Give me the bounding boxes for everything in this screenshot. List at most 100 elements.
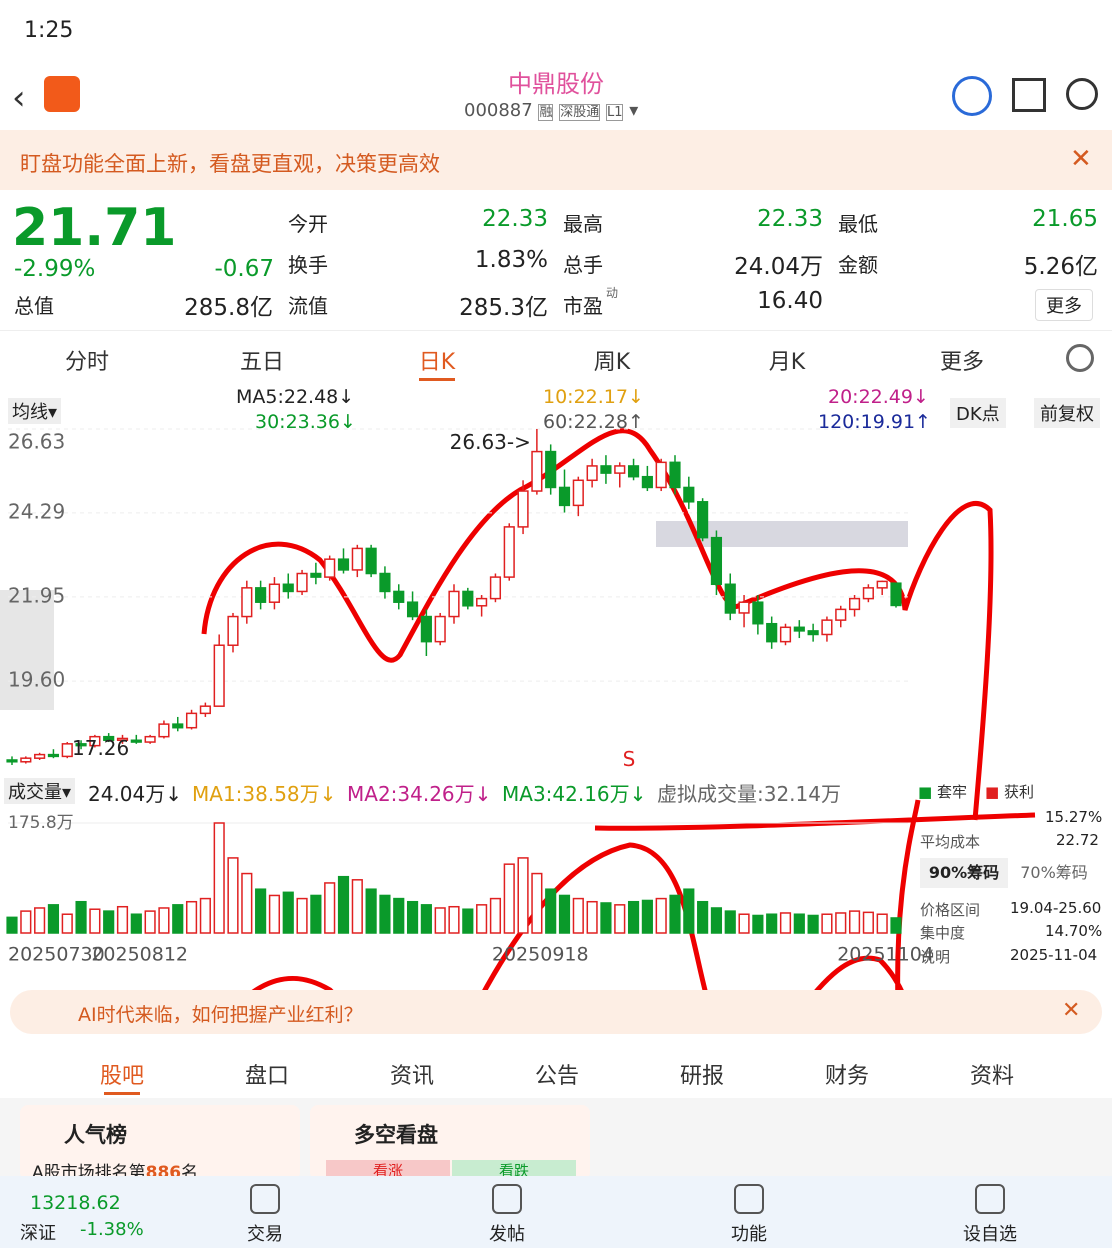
avg-cost: 22.72 <box>1056 831 1099 849</box>
candle-body <box>393 590 405 603</box>
volume-bar <box>268 894 281 934</box>
volume-bar <box>779 912 792 934</box>
virtual-volume: 虚拟成交量:32.14万 <box>657 782 841 806</box>
chip-date: 2025-11-04 <box>1010 946 1098 964</box>
volume-bar <box>34 907 46 934</box>
nav-label[interactable]: 发帖 <box>489 1224 525 1245</box>
hot-card[interactable] <box>20 1105 300 1180</box>
volume-bar <box>531 872 543 934</box>
nav-icon[interactable] <box>492 1184 522 1214</box>
volume-bar <box>448 905 460 934</box>
vma1: MA1:38.58万↓ <box>192 782 337 806</box>
tab[interactable]: 五日 <box>239 350 284 375</box>
field-value: 5.26亿 <box>1023 254 1098 280</box>
tab[interactable]: 资讯 <box>389 1064 434 1089</box>
candle-body <box>420 615 432 643</box>
volume-bar <box>848 910 861 934</box>
nav-icon[interactable] <box>975 1184 1005 1214</box>
volume-bar <box>337 875 350 934</box>
note-label: 说明 <box>920 948 951 966</box>
down[interactable]: 看跌 <box>452 1160 576 1180</box>
volume-bar <box>600 902 612 934</box>
stock-code: 000887 融 深股通 L1 ▾ <box>464 100 639 121</box>
candle-body <box>641 475 653 489</box>
ad[interactable] <box>10 990 1102 1034</box>
tab[interactable]: 更多 <box>939 350 984 375</box>
high-label: 26.63-> <box>450 430 531 454</box>
candle-body <box>61 743 73 758</box>
field-label: 总值 <box>14 294 54 318</box>
field-label: 市盈 <box>563 294 603 318</box>
settings[interactable] <box>1066 344 1094 372</box>
tab[interactable]: 公告 <box>534 1064 579 1089</box>
candle-body <box>503 526 515 578</box>
search[interactable] <box>1066 78 1098 110</box>
volume-bar <box>503 863 515 934</box>
side-handle[interactable] <box>0 590 54 710</box>
dk[interactable]: DK点 <box>950 398 1006 428</box>
candle-body <box>227 615 239 646</box>
tab[interactable]: 资料 <box>969 1064 1014 1089</box>
c70[interactable]: 70%筹码 <box>1020 863 1088 882</box>
nav-icon[interactable] <box>250 1184 280 1214</box>
nav-label[interactable]: 功能 <box>731 1224 767 1245</box>
volume-bar <box>351 879 363 934</box>
tab[interactable]: 研报 <box>679 1064 724 1089</box>
volume-bar <box>766 913 778 934</box>
volume-bar <box>807 914 819 934</box>
more-button[interactable]: 更多 <box>1035 289 1093 321</box>
field-label: 最高 <box>563 212 603 236</box>
banner-text: 盯盘功能全面上新，看盘更直观，决策更高效 <box>20 152 440 176</box>
candle-body <box>406 601 419 618</box>
field-value: 16.40 <box>757 288 823 314</box>
banner[interactable] <box>0 130 1112 190</box>
candle-body <box>517 490 529 528</box>
y-tick-label: 26.63 <box>8 430 65 454</box>
volume-bar <box>890 917 902 934</box>
candle-body <box>724 583 736 614</box>
volume-bar <box>476 904 488 934</box>
label: 均线 <box>12 402 48 423</box>
signal: S <box>623 747 636 771</box>
nav-label[interactable]: 设自选 <box>963 1224 1017 1245</box>
tab[interactable]: 盘口 <box>244 1064 289 1089</box>
share[interactable] <box>1012 78 1046 112</box>
candle-body <box>130 739 142 743</box>
candle-body <box>448 590 460 618</box>
volume-bar <box>752 914 764 934</box>
volume-bar <box>420 904 432 934</box>
candle-body <box>669 461 681 489</box>
ma-selector[interactable]: 均线▾ <box>8 398 62 424</box>
candle-body <box>793 626 805 632</box>
close[interactable]: ✕ <box>1070 144 1092 174</box>
back[interactable]: ‹ <box>12 78 26 118</box>
candle-body <box>351 547 363 571</box>
volume-selector[interactable]: 成交量▾ <box>4 778 76 804</box>
ai-button[interactable] <box>952 76 992 116</box>
tab[interactable]: 月K <box>768 350 806 375</box>
nav-icon[interactable] <box>734 1184 764 1214</box>
volume-bar <box>61 913 73 934</box>
tab[interactable]: 股吧 <box>99 1064 144 1089</box>
ma30: 30:23.36↓ <box>255 411 356 433</box>
candle-body <box>766 622 778 643</box>
ad-close[interactable]: ✕ <box>1062 998 1081 1023</box>
x-tick-label: 20251104 <box>837 944 934 966</box>
adjust[interactable]: 前复权 <box>1034 398 1100 428</box>
tab[interactable]: 分时 <box>64 350 109 375</box>
volume-bar <box>213 822 225 934</box>
tab[interactable]: 财务 <box>824 1064 869 1089</box>
volume-bar <box>199 897 211 934</box>
tab[interactable]: 日K <box>418 350 456 375</box>
avg-cost-label: 平均成本 <box>920 833 981 851</box>
nav-label[interactable]: 交易 <box>247 1224 283 1245</box>
tab[interactable]: 周K <box>593 350 631 375</box>
candle-body <box>821 619 833 636</box>
candle-body <box>172 723 184 729</box>
vma3: MA3:42.16万↓ <box>502 782 647 806</box>
up[interactable]: 看涨 <box>326 1160 450 1180</box>
candle-body <box>779 626 792 643</box>
tab-underline <box>104 1092 140 1095</box>
c90[interactable]: 90%筹码 <box>920 858 1008 888</box>
